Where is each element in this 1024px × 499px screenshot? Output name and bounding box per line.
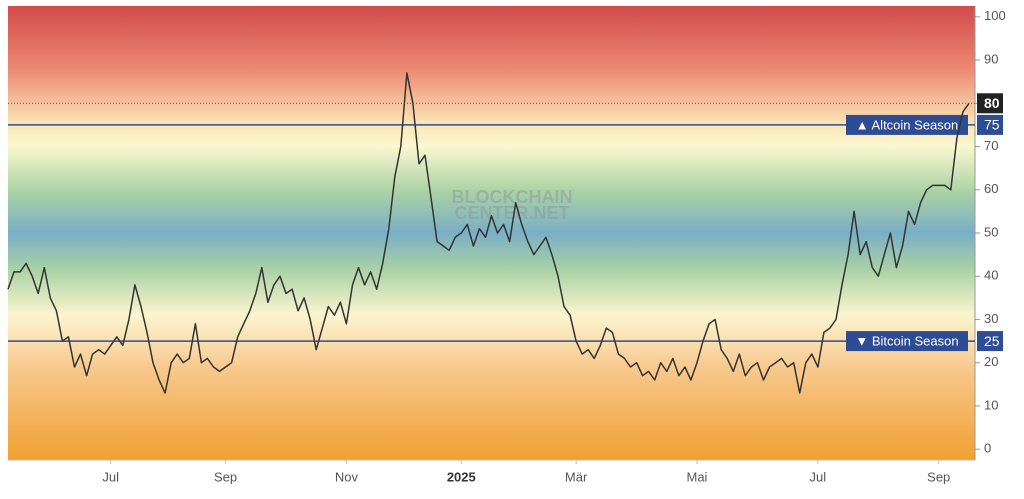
reference-value: 75 (984, 117, 1000, 133)
reference-label-box (846, 114, 968, 135)
y-tick-label: 10 (984, 397, 998, 412)
y-tick-label: 60 (984, 181, 998, 196)
x-tick-label: Jul (810, 469, 827, 484)
y-tick-label: 90 (984, 51, 998, 66)
y-tick-label: 30 (984, 311, 998, 326)
background (8, 6, 975, 460)
x-tick-label: Sep (927, 469, 950, 484)
last-value-box (977, 93, 1003, 114)
y-tick-label: 70 (984, 138, 998, 153)
reference-value-box (977, 331, 1003, 352)
watermark: CENTER.NET (454, 203, 569, 223)
watermark: BLOCKCHAIN (452, 187, 573, 207)
reference-label-box (846, 331, 968, 352)
y-tick-label: 100 (984, 8, 1006, 23)
x-tick-label: Jul (102, 469, 119, 484)
y-tick-label: 0 (984, 441, 991, 456)
x-tick-label: 2025 (447, 469, 476, 484)
reference-label: ▼ Bitcoin Season (855, 334, 958, 349)
last-value-label: 80 (984, 95, 1000, 111)
reference-label: ▲ Altcoin Season (856, 117, 958, 132)
y-tick-label: 20 (984, 354, 998, 369)
x-tick-label: Mär (565, 469, 588, 484)
x-tick-label: Sep (214, 469, 237, 484)
x-tick-label: Mai (687, 469, 708, 484)
x-tick-label: Nov (335, 469, 359, 484)
index-line (7, 72, 970, 394)
reference-value-box (977, 114, 1003, 135)
y-tick-label: 50 (984, 224, 998, 239)
reference-value: 25 (984, 333, 1000, 349)
y-tick-label: 40 (984, 268, 998, 283)
